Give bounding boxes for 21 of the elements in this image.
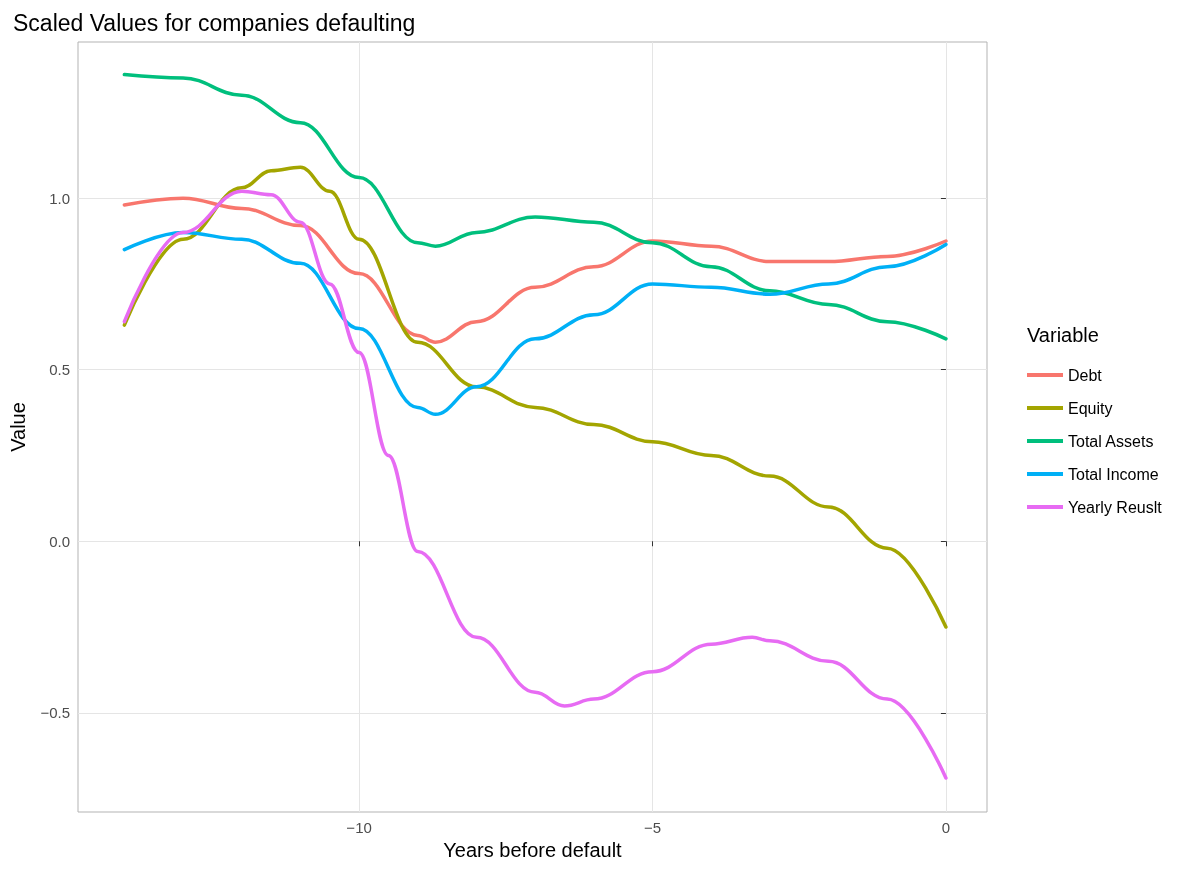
chart-title: Scaled Values for companies defaulting: [13, 9, 416, 36]
legend-label: Total Assets: [1068, 432, 1154, 450]
line-series: [122, 72, 948, 341]
line-series: [122, 165, 948, 629]
x-tick-label: −5: [643, 819, 662, 836]
y-tick-label: 0.0: [49, 532, 70, 550]
legend-label: Total Income: [1068, 465, 1159, 483]
x-tick-label: −10: [346, 819, 372, 836]
line-series: [122, 230, 948, 417]
line-series: [122, 189, 948, 780]
line-series: [122, 196, 948, 344]
x-axis-title: Years before default: [443, 839, 623, 861]
x-tick-label: 0: [941, 819, 951, 836]
y-tick-label: 0.5: [49, 361, 70, 379]
legend-label: Debt: [1068, 366, 1103, 384]
y-tick-label: −0.5: [40, 704, 70, 722]
y-axis-title: Value: [7, 402, 29, 452]
legend-label: Equity: [1068, 399, 1113, 417]
legend-label: Yearly Reuslt: [1068, 498, 1163, 516]
y-tick-label: 1.0: [49, 189, 70, 207]
legend-title: Variable: [1027, 324, 1099, 346]
